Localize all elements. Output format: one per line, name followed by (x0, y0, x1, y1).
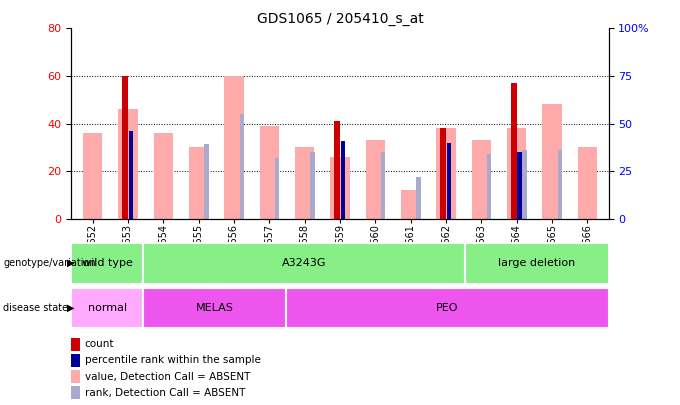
Bar (71, 243, 143, 284)
Bar (189, 147, 208, 219)
Bar (71, 386, 80, 399)
Bar (260, 126, 279, 219)
Bar (507, 128, 526, 219)
Bar (143, 288, 286, 328)
Bar (416, 177, 420, 219)
Bar (517, 152, 522, 219)
Text: A3243G: A3243G (282, 258, 326, 268)
Text: disease state: disease state (3, 303, 69, 313)
Bar (447, 143, 451, 219)
Bar (118, 109, 137, 219)
Bar (558, 150, 562, 219)
Bar (295, 147, 314, 219)
Text: ▶: ▶ (67, 258, 74, 268)
Bar (522, 150, 526, 219)
Text: count: count (84, 339, 114, 349)
Bar (437, 128, 456, 219)
Bar (341, 141, 345, 219)
Bar (286, 288, 609, 328)
Text: normal: normal (88, 303, 126, 313)
Bar (487, 154, 491, 219)
Text: MELAS: MELAS (196, 303, 234, 313)
Bar (334, 121, 341, 219)
Bar (401, 190, 420, 219)
Text: percentile rank within the sample: percentile rank within the sample (84, 356, 260, 365)
Text: rank, Detection Call = ABSENT: rank, Detection Call = ABSENT (84, 388, 245, 398)
Bar (143, 243, 465, 284)
Bar (83, 133, 102, 219)
Bar (71, 370, 80, 383)
Bar (71, 338, 80, 351)
Bar (154, 133, 173, 219)
Bar (543, 104, 562, 219)
Bar (330, 157, 350, 219)
Bar (366, 140, 385, 219)
Bar (578, 147, 597, 219)
Bar (204, 145, 209, 219)
Bar (122, 76, 129, 219)
Bar (472, 140, 491, 219)
Bar (310, 152, 315, 219)
Bar (239, 114, 244, 219)
Bar (440, 128, 446, 219)
Bar (129, 131, 133, 219)
Bar (511, 83, 517, 219)
Bar (275, 158, 279, 219)
Text: large deletion: large deletion (498, 258, 575, 268)
Bar (465, 243, 609, 284)
Bar (381, 152, 386, 219)
Text: value, Detection Call = ABSENT: value, Detection Call = ABSENT (84, 372, 250, 382)
Title: GDS1065 / 205410_s_at: GDS1065 / 205410_s_at (256, 12, 424, 26)
Text: ▶: ▶ (67, 303, 74, 313)
Text: PEO: PEO (436, 303, 459, 313)
Text: genotype/variation: genotype/variation (3, 258, 96, 268)
Bar (71, 288, 143, 328)
Bar (224, 76, 243, 219)
Text: wild type: wild type (82, 258, 133, 268)
Bar (71, 354, 80, 367)
